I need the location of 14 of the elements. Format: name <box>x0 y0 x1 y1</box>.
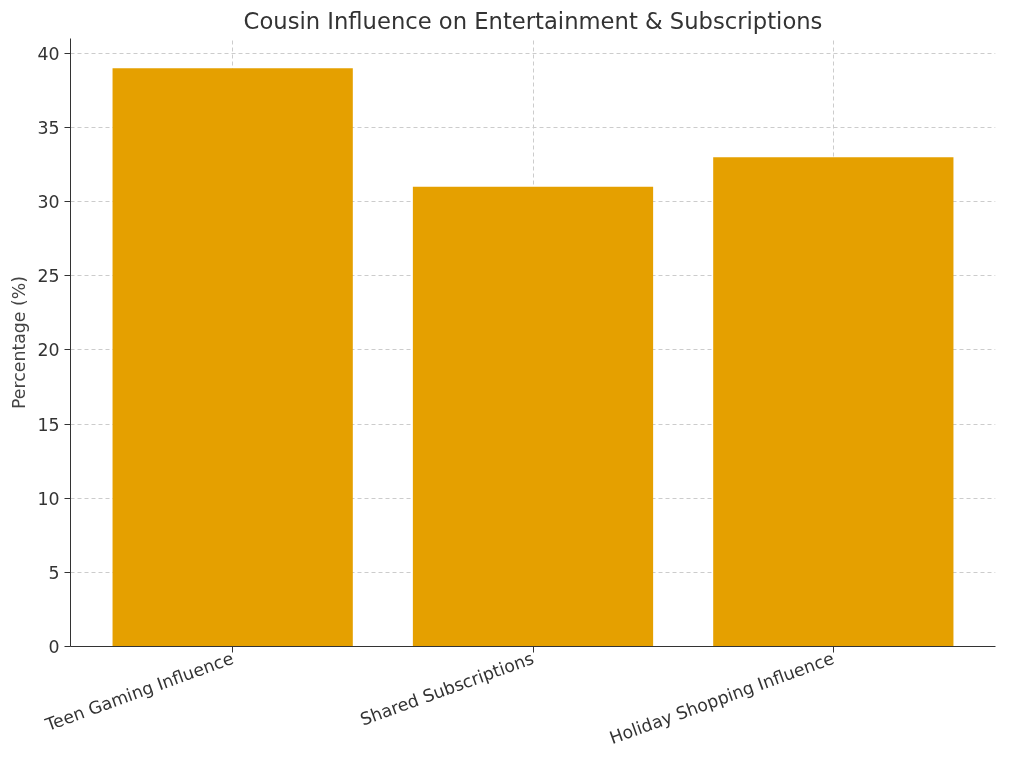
bar <box>412 186 654 647</box>
y-tick-label: 35 <box>37 117 60 138</box>
y-tick-label: 30 <box>37 192 60 213</box>
y-tick-label: 5 <box>48 562 60 583</box>
y-tick-label: 25 <box>37 266 60 287</box>
y-tick-label: 20 <box>37 340 60 361</box>
bar <box>112 68 353 647</box>
y-axis-title: Percentage (%) <box>9 276 30 409</box>
y-tick-label: 15 <box>37 414 60 435</box>
y-tick-label: 10 <box>37 488 60 509</box>
y-tick-label: 40 <box>37 43 60 64</box>
chart-title: Cousin Influence on Entertainment & Subscriptions <box>243 7 823 34</box>
bar <box>713 157 954 647</box>
y-tick-label: 0 <box>48 637 60 657</box>
